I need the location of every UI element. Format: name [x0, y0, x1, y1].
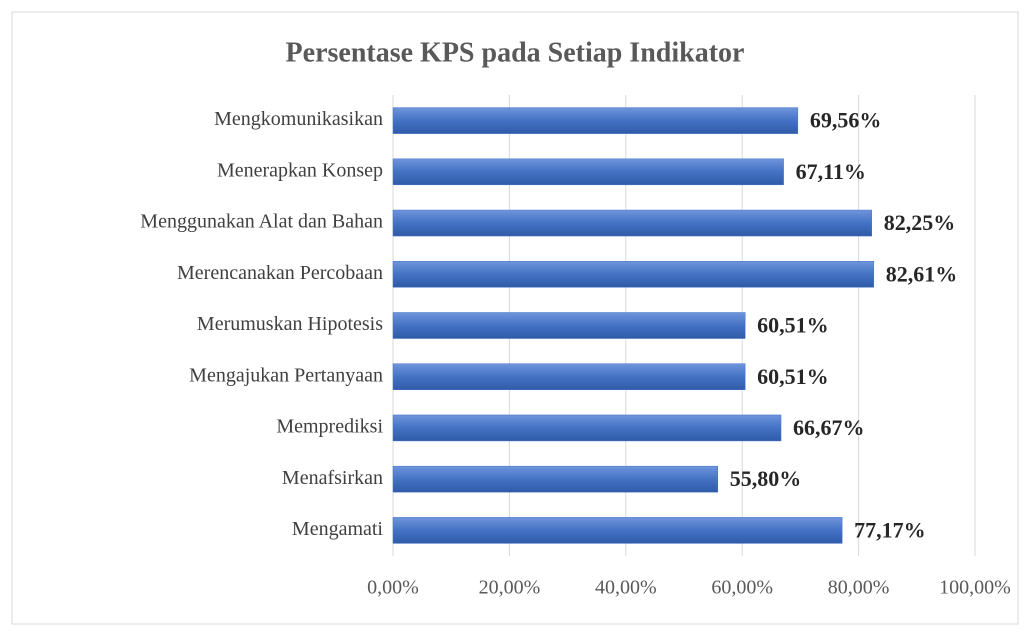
y-tick-label: Mengajukan Pertanyaan	[189, 364, 383, 386]
data-label: 55,80%	[730, 466, 802, 491]
y-tick-label: Memprediksi	[276, 416, 383, 438]
bar	[392, 158, 784, 186]
data-label: 82,61%	[886, 261, 958, 286]
y-tick-label: Menafsirkan	[282, 467, 383, 489]
y-tick-label: Merumuskan Hipotesis	[197, 313, 383, 335]
x-tick-label: 60,00%	[711, 577, 773, 599]
data-label: 67,11%	[796, 159, 866, 184]
data-label: 69,56%	[810, 108, 882, 133]
chart-title: Persentase KPS pada Setiap Indikator	[286, 37, 745, 68]
bar	[392, 465, 719, 493]
y-tick-label: Merencanakan Percobaan	[177, 262, 383, 284]
bar	[392, 261, 875, 288]
bar	[392, 363, 746, 390]
data-label: 82,25%	[884, 210, 956, 235]
data-label: 77,17%	[854, 517, 926, 542]
x-tick-label: 100,00%	[939, 577, 1011, 599]
bar	[392, 517, 843, 544]
y-tick-label: Menggunakan Alat dan Bahan	[140, 211, 383, 233]
data-label: 60,51%	[757, 313, 829, 338]
x-tick-label: 20,00%	[479, 577, 541, 599]
x-tick-label: 0,00%	[367, 577, 419, 599]
bar	[392, 414, 782, 442]
data-label: 66,67%	[793, 415, 865, 440]
bar	[392, 209, 872, 237]
data-label: 60,51%	[757, 364, 829, 389]
y-tick-label: Mengkomunikasikan	[214, 108, 383, 130]
x-tick-label: 80,00%	[828, 577, 890, 599]
bar	[392, 312, 746, 339]
y-tick-label: Menerapkan Konsep	[217, 159, 383, 181]
y-tick-label: Mengamati	[292, 518, 384, 540]
x-tick-label: 40,00%	[595, 577, 657, 599]
bar	[392, 107, 799, 134]
